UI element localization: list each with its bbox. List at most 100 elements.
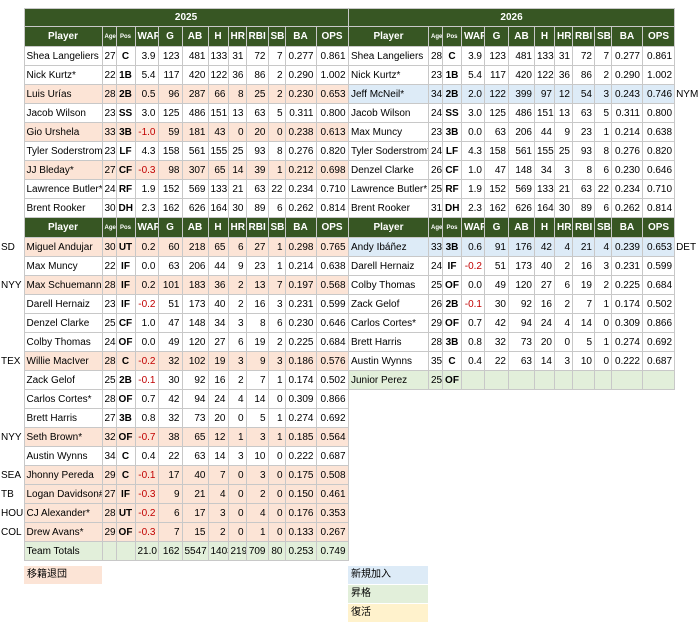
stat-cell: 4 (554, 313, 573, 333)
team-note (675, 257, 700, 276)
column-header: Pos (115, 217, 136, 238)
stat-cell: 5 (267, 103, 286, 123)
stat-cell: 28 (101, 503, 117, 523)
stat-cell: 117 (484, 65, 509, 85)
player-row: HOU CJ Alexander* 28 UT -0.2 6 17 3 0 4 0 0.176 0.35… (0, 503, 349, 523)
stat-cell: 3 (594, 256, 612, 276)
stat-cell: -0.2 (134, 503, 159, 523)
stat-cell: 1.9 (461, 179, 485, 199)
player-row: Carlos Cortes* 28 OF 0.7 42 94 24 4 14 0 0.309 0.86… (0, 389, 349, 409)
stat-cell: 4.3 (134, 141, 159, 161)
player-name: Logan Davidson# (23, 484, 103, 504)
stat-cell: 24 (428, 103, 443, 123)
team-note (0, 333, 24, 352)
stat-cell: 0 (267, 484, 286, 504)
stat-cell: 0.290 (284, 65, 317, 85)
stat-cell: 92 (181, 370, 209, 390)
stat-cell: 30 (484, 294, 509, 314)
stat-cell: 27 (101, 484, 117, 504)
stat-cell: 0.267 (315, 522, 349, 542)
column-header: OPS (315, 26, 349, 47)
stat-cell: 1.002 (641, 65, 676, 85)
player-row: Colby Thomas 25 OF 0.0 49 120 27 6 19 2 0.225 0.684 (348, 275, 700, 295)
stat-cell: 0.7 (134, 389, 159, 409)
column-header: HR (554, 217, 573, 238)
stat-cell: 34 (534, 160, 555, 180)
stat-cell: 3.9 (461, 46, 485, 66)
stat-cell: 0.214 (611, 122, 643, 142)
stat-cell: 19 (207, 351, 229, 371)
stat-cell: 5.4 (461, 65, 485, 85)
stat-cell: 22 (594, 179, 612, 199)
stat-cell: -0.2 (134, 351, 159, 371)
stat-cell: 10 (245, 446, 269, 466)
stat-cell: 9 (227, 256, 247, 276)
stat-cell: 0.277 (284, 46, 317, 66)
stat-cell: 151 (534, 103, 555, 123)
stat-cell: 6 (157, 503, 183, 523)
column-header: BA (284, 26, 317, 47)
column-header: H (207, 217, 229, 238)
stat-cell: 0.687 (315, 446, 349, 466)
stat-cell: 0.814 (641, 198, 676, 218)
stat-cell: 80 (267, 541, 286, 561)
stat-cell: 16 (534, 294, 555, 314)
stat-cell: 25 (227, 141, 247, 161)
stat-cell: 125 (157, 103, 183, 123)
player-name: Tyler Soderstrom* (348, 141, 429, 161)
stat-cell: 0.214 (284, 256, 317, 276)
column-header: AB (508, 217, 535, 238)
stat-cell: 0.175 (284, 465, 317, 485)
stat-cell: -0.3 (134, 484, 159, 504)
stat-cell: 8 (267, 141, 286, 161)
stat-cell: 43 (207, 122, 229, 142)
stat-cell: 73 (508, 332, 535, 352)
column-header: Player (23, 217, 103, 238)
stat-cell: 0.186 (284, 351, 317, 371)
stat-cell: 0.0 (461, 275, 485, 295)
column-header: SB (267, 217, 286, 238)
stat-cell: 2 (594, 275, 612, 295)
team-note: NYY (1, 279, 22, 291)
stat-cell: 3 (207, 503, 229, 523)
stat-cell: 0.290 (611, 65, 643, 85)
column-header: WAR (461, 26, 485, 47)
stat-cell: 25 (101, 370, 117, 390)
stat-cell: 0.4 (134, 446, 159, 466)
stat-cell: 0 (267, 465, 286, 485)
stat-cell: 3B (442, 332, 462, 352)
stat-cell: 0.8 (461, 332, 485, 352)
player-row: Brett Harris 28 3B 0.8 32 73 20 0 5 1 0.274 0.692 (348, 332, 700, 352)
stat-cell: 16 (207, 370, 229, 390)
stat-cell: 0.2 (134, 275, 159, 295)
stat-cell: 481 (181, 46, 209, 66)
team-note (675, 295, 700, 314)
stat-cell: 40 (207, 294, 229, 314)
stat-cell: 3 (245, 465, 269, 485)
stat-cell: 155 (207, 141, 229, 161)
player-name: Zack Gelof (348, 294, 429, 314)
stat-cell: 2 (267, 84, 286, 104)
stat-cell: 0.653 (315, 84, 349, 104)
stat-cell: 14 (245, 389, 269, 409)
stat-cell: 176 (508, 237, 535, 257)
stat-cell: IF (115, 484, 136, 504)
player-name: Lawrence Butler* (348, 179, 429, 199)
player-name: Austin Wynns (23, 446, 103, 466)
stat-cell: 0 (227, 484, 247, 504)
player-name: Max Schuemann (23, 275, 103, 295)
team-note (675, 47, 700, 66)
team-note (0, 199, 24, 218)
stat-cell: 23 (101, 103, 117, 123)
stat-cell: CF (115, 313, 136, 333)
column-header: OPS (315, 217, 349, 238)
team-note (0, 27, 24, 47)
column-header: Age (101, 26, 117, 47)
stat-cell: 0.231 (611, 256, 643, 276)
player-row: Brent Rooker 31 DH 2.3 162 626 164 30 89 6 0.262 0.… (348, 198, 700, 218)
player-name: Nick Kurtz* (348, 65, 429, 85)
player-name: Max Muncy (23, 256, 103, 276)
player-row: Shea Langeliers 28 C 3.9 123 481 133 31 72 7 0.277… (348, 46, 700, 66)
stat-cell: IF (115, 275, 136, 295)
stat-cell: 28 (101, 84, 117, 104)
